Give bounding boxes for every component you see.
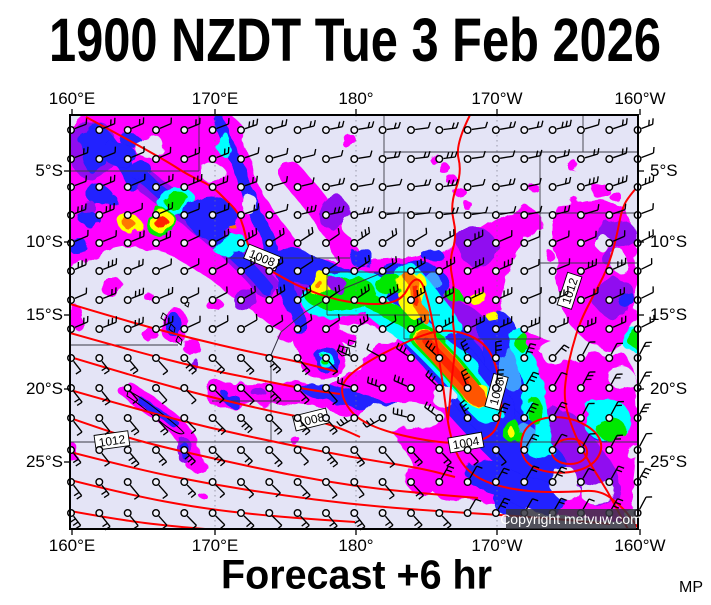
svg-text:170°E: 170°E xyxy=(192,536,239,555)
svg-text:5°S: 5°S xyxy=(650,161,678,180)
svg-text:1008: 1008 xyxy=(487,377,508,407)
svg-text:15°S: 15°S xyxy=(26,305,63,324)
svg-text:Copyright metvuw.com: Copyright metvuw.com xyxy=(500,511,642,527)
svg-text:160°W: 160°W xyxy=(614,89,665,108)
svg-text:15°S: 15°S xyxy=(650,305,687,324)
svg-text:25°S: 25°S xyxy=(26,452,63,471)
svg-text:20°S: 20°S xyxy=(26,379,63,398)
svg-text:160°W: 160°W xyxy=(614,536,665,555)
svg-text:MP: MP xyxy=(679,579,703,596)
svg-text:5°S: 5°S xyxy=(35,161,63,180)
svg-text:25°S: 25°S xyxy=(650,452,687,471)
svg-text:170°W: 170°W xyxy=(471,89,522,108)
svg-text:10°S: 10°S xyxy=(26,232,63,251)
svg-text:10°S: 10°S xyxy=(650,232,687,251)
svg-text:160°E: 160°E xyxy=(49,89,96,108)
svg-text:180°: 180° xyxy=(338,536,373,555)
svg-text:170°W: 170°W xyxy=(471,536,522,555)
svg-text:20°S: 20°S xyxy=(650,379,687,398)
svg-text:160°E: 160°E xyxy=(49,536,96,555)
svg-text:180°: 180° xyxy=(338,89,373,108)
svg-text:1004: 1004 xyxy=(452,434,481,452)
svg-text:170°E: 170°E xyxy=(192,89,239,108)
svg-text:Forecast +6 hr: Forecast +6 hr xyxy=(221,552,492,598)
svg-text:1012: 1012 xyxy=(98,432,127,450)
svg-text:1900 NZDT Tue 3 Feb 2026: 1900 NZDT Tue 3 Feb 2026 xyxy=(49,6,661,74)
